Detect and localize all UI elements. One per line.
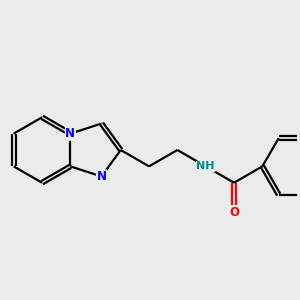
Text: N: N <box>97 170 106 183</box>
Text: NH: NH <box>196 161 215 171</box>
Text: N: N <box>65 127 75 140</box>
Text: O: O <box>229 206 239 219</box>
